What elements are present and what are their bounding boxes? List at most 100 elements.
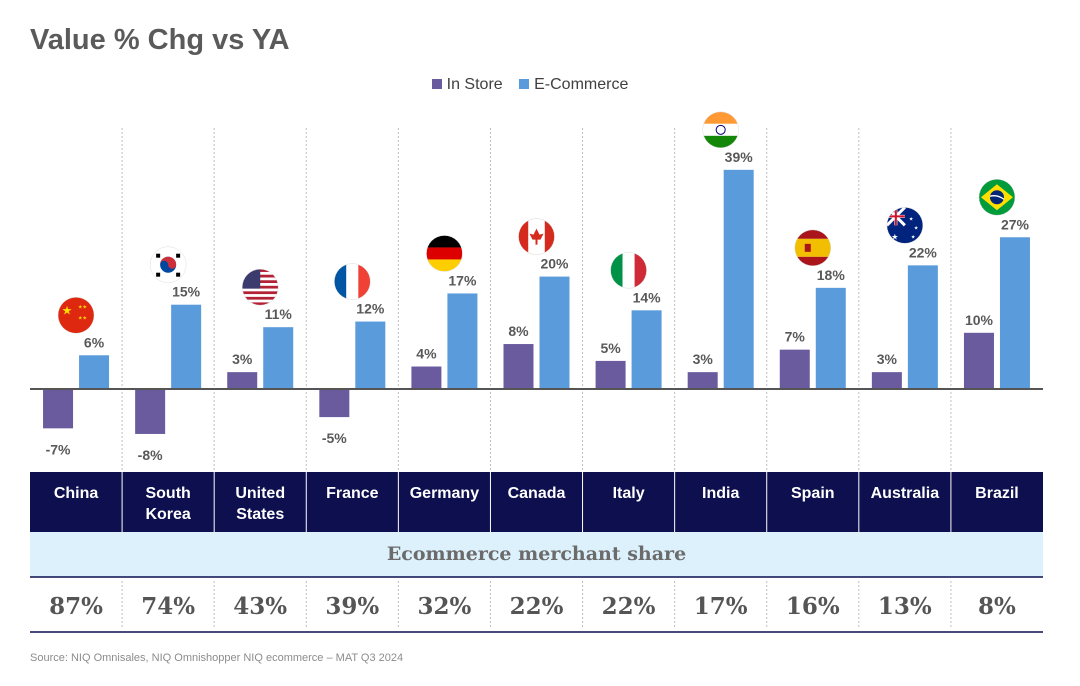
share-value-germany: 32% [417,593,471,620]
category-label-germany: Germany [410,485,479,502]
legend-item-e-commerce: E-Commerce [519,76,628,94]
south-korea-flag-icon-outline [149,246,187,283]
spain-flag-icon [794,229,831,266]
data-label-in-store-canada: 8% [508,323,529,339]
category-label-spain: Spain [791,485,835,502]
category-label-china: China [54,485,99,502]
germany-flag-icon-outline [426,235,463,272]
bar-e-commerce-australia [907,265,938,389]
data-label-e-commerce-france: 12% [356,301,385,317]
bar-in-store-italy [595,360,626,389]
bar-e-commerce-united-states [263,327,294,389]
brazil-flag-icon-outline [978,179,1016,216]
category-label-united-states: United States [235,485,285,523]
bar-in-store-china [43,389,74,429]
data-label-e-commerce-germany: 17% [448,272,477,288]
category-label-italy: Italy [613,485,645,502]
bar-e-commerce-canada [539,276,570,389]
svg-text:★★: ★★ [78,304,87,310]
data-label-in-store-france: -5% [322,430,347,446]
bar-in-store-australia [871,372,902,389]
italy-flag-icon [610,252,647,289]
bar-in-store-canada [503,344,534,389]
share-value-italy: 22% [602,593,656,620]
australia-flag-icon-outline [886,207,924,244]
share-table-header: Ecommerce merchant share [387,543,686,565]
data-label-in-store-south-korea: -8% [138,447,163,463]
bar-e-commerce-spain [815,287,846,389]
bar-in-store-south-korea [135,389,166,434]
svg-text:★: ★ [909,216,914,222]
data-label-e-commerce-spain: 18% [817,267,846,283]
bar-in-store-united-states [227,372,258,389]
bar-e-commerce-china [79,355,110,389]
svg-text:★: ★ [911,234,916,240]
india-flag-icon-outline [702,111,739,149]
data-label-in-store-united-states: 3% [232,351,253,367]
china-flag-icon-outline [57,297,95,334]
france-flag-icon [334,263,371,300]
category-label-australia: Australia [871,485,940,502]
category-label-france: France [326,485,379,502]
category-label-south-korea: South Korea [145,485,190,523]
data-label-in-store-germany: 4% [416,346,437,362]
bar-e-commerce-india [723,169,754,389]
share-value-india: 17% [694,593,748,620]
legend-label-e-commerce: E-Commerce [534,76,629,93]
australia-flag-icon: ★★★★ [886,207,923,244]
data-label-in-store-italy: 5% [600,340,621,356]
share-value-united-states: 43% [233,593,287,620]
legend-item-in-store: In Store [431,76,503,94]
data-label-in-store-spain: 7% [785,329,806,345]
bar-in-store-france [319,389,350,418]
legend: In Store E-Commerce [0,76,1060,94]
bar-in-store-spain [779,349,810,389]
data-label-in-store-india: 3% [693,351,714,367]
share-value-south-korea: 74% [141,593,195,620]
bar-in-store-brazil [963,332,994,389]
data-label-e-commerce-australia: 22% [909,244,938,260]
data-label-e-commerce-china: 6% [84,334,105,350]
united-states-flag-icon-outline [241,268,279,306]
germany-flag-icon [426,235,463,272]
svg-text:★★: ★★ [78,315,87,321]
bar-e-commerce-brazil [999,237,1030,389]
category-label-india: India [702,485,739,502]
category-label-canada: Canada [508,485,566,502]
data-label-e-commerce-india: 39% [725,149,754,165]
bar-e-commerce-south-korea [171,304,202,389]
legend-swatch-e-commerce [519,79,530,89]
legend-swatch-in-store [431,79,442,89]
canada-flag-icon [518,218,555,255]
share-value-brazil: 8% [978,593,1016,620]
canada-flag-icon-outline [518,218,555,255]
data-label-e-commerce-brazil: 27% [1001,216,1030,232]
data-label-in-store-china: -7% [46,441,71,457]
share-value-china: 87% [49,593,103,620]
data-label-e-commerce-italy: 14% [633,289,662,305]
share-value-australia: 13% [878,593,932,620]
bar-e-commerce-france [355,321,386,389]
spain-flag-icon-outline [794,229,832,267]
bar-in-store-india [687,372,718,389]
data-label-in-store-australia: 3% [877,351,898,367]
legend-label-in-store: In Store [446,76,503,93]
share-value-spain: 16% [786,593,840,620]
china-flag-icon: ★ ★★★★ [58,297,95,334]
svg-text:★: ★ [62,303,73,317]
svg-text:★: ★ [914,225,919,231]
share-value-canada: 22% [510,593,564,620]
france-flag-icon-outline [334,263,371,300]
source-note: Source: NIQ Omnisales, NIQ Omnishopper N… [30,652,404,664]
south-korea-flag-icon [150,246,187,283]
svg-text:★: ★ [891,232,898,241]
data-label-e-commerce-canada: 20% [540,256,569,272]
bar-e-commerce-italy [631,310,662,389]
data-label-in-store-brazil: 10% [965,312,994,328]
india-flag-icon [702,111,739,148]
share-value-france: 39% [325,593,379,620]
data-label-e-commerce-united-states: 11% [265,306,293,322]
data-label-e-commerce-south-korea: 15% [172,284,201,300]
bar-e-commerce-germany [447,293,478,389]
